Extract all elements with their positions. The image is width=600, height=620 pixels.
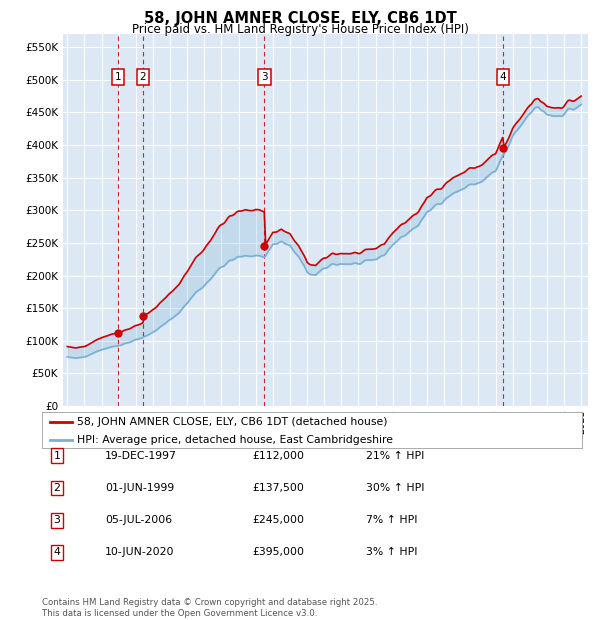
Text: £395,000: £395,000 — [252, 547, 304, 557]
Text: 05-JUL-2006: 05-JUL-2006 — [105, 515, 172, 525]
Text: 10-JUN-2020: 10-JUN-2020 — [105, 547, 175, 557]
Text: 4: 4 — [53, 547, 61, 557]
Text: HPI: Average price, detached house, East Cambridgeshire: HPI: Average price, detached house, East… — [77, 435, 393, 445]
Text: 1: 1 — [53, 451, 61, 461]
Text: 3% ↑ HPI: 3% ↑ HPI — [366, 547, 418, 557]
Text: 7% ↑ HPI: 7% ↑ HPI — [366, 515, 418, 525]
Text: 3: 3 — [261, 72, 268, 82]
Text: £137,500: £137,500 — [252, 483, 304, 493]
Text: 01-JUN-1999: 01-JUN-1999 — [105, 483, 174, 493]
Text: Price paid vs. HM Land Registry's House Price Index (HPI): Price paid vs. HM Land Registry's House … — [131, 23, 469, 36]
Text: 19-DEC-1997: 19-DEC-1997 — [105, 451, 177, 461]
Text: 2: 2 — [53, 483, 61, 493]
Text: £112,000: £112,000 — [252, 451, 304, 461]
Text: 21% ↑ HPI: 21% ↑ HPI — [366, 451, 424, 461]
Text: 4: 4 — [500, 72, 506, 82]
Text: 3: 3 — [53, 515, 61, 525]
Text: 30% ↑ HPI: 30% ↑ HPI — [366, 483, 425, 493]
Text: £245,000: £245,000 — [252, 515, 304, 525]
Text: 58, JOHN AMNER CLOSE, ELY, CB6 1DT: 58, JOHN AMNER CLOSE, ELY, CB6 1DT — [143, 11, 457, 26]
Text: 58, JOHN AMNER CLOSE, ELY, CB6 1DT (detached house): 58, JOHN AMNER CLOSE, ELY, CB6 1DT (deta… — [77, 417, 388, 427]
Text: 2: 2 — [140, 72, 146, 82]
Text: 1: 1 — [115, 72, 121, 82]
Text: Contains HM Land Registry data © Crown copyright and database right 2025.
This d: Contains HM Land Registry data © Crown c… — [42, 598, 377, 618]
